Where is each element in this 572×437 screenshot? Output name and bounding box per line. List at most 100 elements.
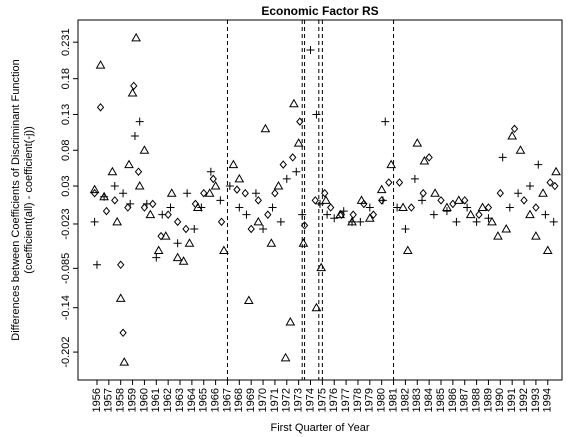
plus-point (378, 196, 387, 205)
diamond-point (378, 196, 386, 205)
diamond-point (254, 196, 262, 205)
triangle-point (316, 262, 327, 272)
y-tick-label: 0.03 (60, 175, 72, 196)
y-tick-label: -0.202 (60, 336, 72, 367)
plus-point (100, 192, 109, 201)
plus-point (282, 174, 291, 183)
x-tick-label: 1958 (115, 388, 127, 412)
x-tick-label: 1979 (364, 388, 376, 412)
y-tick-label: -0.14 (60, 295, 72, 320)
diamond-point (311, 196, 319, 205)
triangle-point (119, 357, 130, 366)
triangle-point (219, 245, 229, 254)
triangle-point (419, 155, 430, 165)
y-axis-title: (coefficient(all) - coefficient(-j)) (23, 126, 35, 274)
triangle-point (280, 352, 291, 362)
triangle-point (402, 245, 413, 254)
x-tick-label: 1957 (103, 388, 115, 412)
diamond-point (173, 217, 182, 227)
x-tick-label: 1989 (482, 388, 494, 412)
plus-point (429, 210, 438, 219)
triangle-point (542, 245, 553, 254)
plus-point (92, 260, 101, 269)
triangle-point (538, 188, 548, 197)
plus-point (442, 207, 451, 216)
x-tick-label: 1992 (518, 388, 530, 412)
diamond-point (461, 196, 469, 205)
plus-point (393, 203, 402, 212)
y-tick-label: 0.18 (60, 68, 72, 89)
plus-point (197, 203, 206, 212)
diamond-point (532, 203, 540, 212)
plus-point (549, 217, 558, 226)
plus-point (126, 199, 135, 208)
plus-point (216, 196, 225, 205)
x-tick-label: 1968 (233, 388, 245, 412)
triangle-point (204, 188, 215, 197)
x-tick-label: 1991 (506, 388, 518, 412)
diamond-point (289, 153, 297, 162)
plus-point (235, 203, 244, 212)
diamond-point (425, 153, 433, 162)
diamond-point (360, 199, 368, 209)
plus-point (268, 203, 277, 212)
triangle-point (487, 216, 497, 226)
diamond-point (496, 188, 504, 198)
triangle-point (115, 293, 126, 302)
diamond-point (437, 196, 445, 205)
diamond-point (233, 185, 241, 194)
triangle-point (95, 60, 106, 69)
diamond-point (369, 210, 378, 219)
plus-point (505, 203, 514, 212)
triangle-point (112, 216, 123, 226)
plus-point (381, 117, 390, 126)
plus-point (158, 210, 167, 219)
x-tick-label: 1984 (423, 388, 435, 412)
diamond-point (90, 188, 99, 198)
triangle-point (260, 123, 271, 133)
y-tick-label: 0.08 (60, 140, 72, 161)
diamond-point (300, 221, 309, 230)
diamond-point (327, 203, 335, 212)
diamond-point (419, 188, 427, 198)
plus-point (514, 189, 523, 198)
diamond-point (395, 178, 404, 187)
chart-title: Economic Factor RS (261, 4, 378, 18)
x-tick-label: 1967 (221, 388, 233, 412)
triangle-point (127, 87, 138, 97)
x-tick-label: 1985 (435, 388, 447, 412)
plus-point (401, 224, 410, 233)
plus-point (292, 167, 301, 176)
x-tick-label: 1987 (459, 388, 471, 412)
x-tick-label: 1990 (494, 388, 506, 412)
triangle-point (166, 188, 177, 197)
x-tick-label: 1963 (174, 388, 186, 412)
triangle-point (465, 209, 476, 219)
plus-point (190, 224, 199, 233)
plus-point (173, 239, 182, 248)
diamond-point (247, 224, 255, 234)
triangle-point (178, 256, 189, 265)
x-tick-label: 1981 (387, 388, 399, 412)
triangle-point (285, 317, 296, 326)
diamond-point (111, 196, 119, 205)
x-tick-label: 1977 (340, 388, 352, 412)
triangle-point (430, 188, 440, 197)
plus-point (206, 167, 215, 176)
x-tick-label: 1969 (245, 388, 257, 412)
plus-point (484, 214, 493, 223)
triangle-point (298, 238, 309, 247)
diamond-point (484, 203, 493, 212)
plus-point (251, 189, 260, 198)
x-tick-label: 1975 (316, 388, 328, 412)
x-tick-label: 1993 (530, 388, 542, 412)
plus-point (365, 203, 374, 212)
diamond-point (296, 117, 304, 126)
x-tick-label: 1982 (399, 388, 411, 412)
x-tick-label: 1972 (281, 388, 293, 412)
diamond-point (321, 188, 329, 198)
triangle-point (289, 98, 299, 108)
plus-point (541, 210, 550, 219)
plus-point (298, 210, 307, 219)
plus-point (472, 217, 481, 226)
